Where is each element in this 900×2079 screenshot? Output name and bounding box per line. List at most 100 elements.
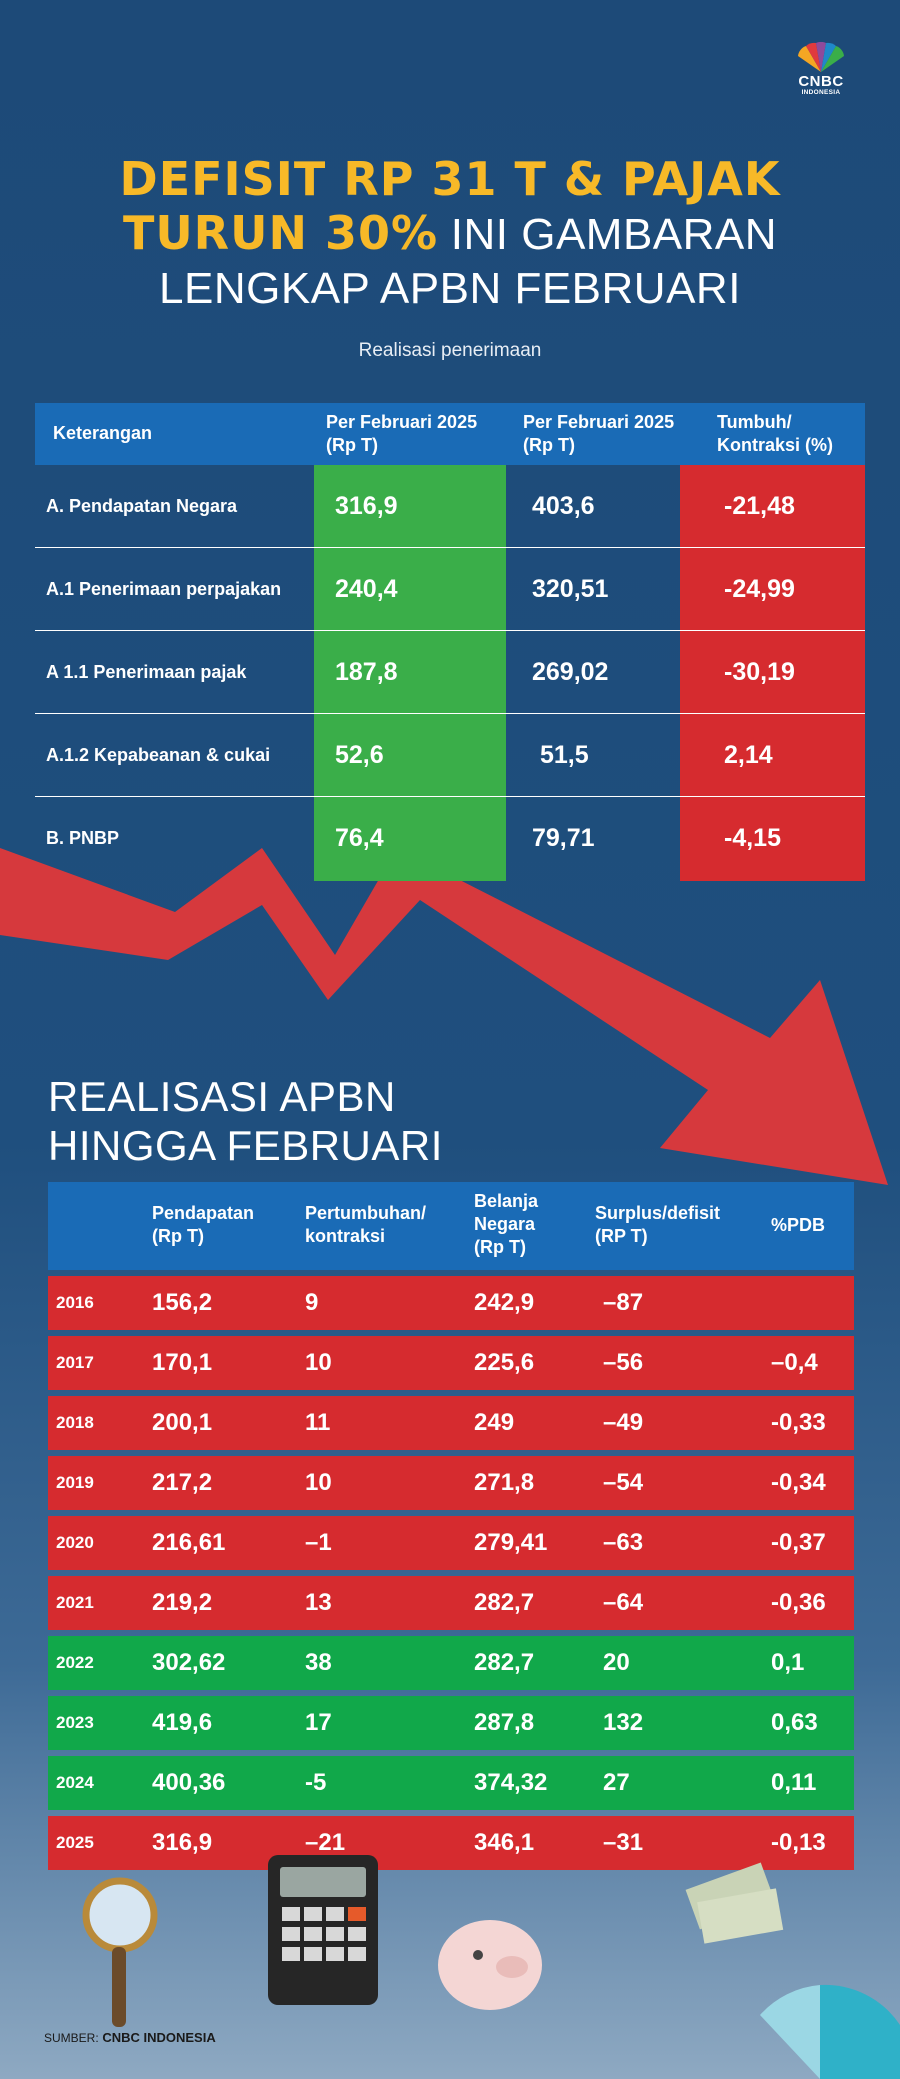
row-label: A.1.2 Kepabeanan & cukai (46, 745, 271, 765)
surplus-value: –49 (603, 1409, 644, 1436)
table-row: 2020 216,61 –1 279,41 –63 -0,37 (48, 1516, 854, 1570)
year-label: 2016 (56, 1293, 94, 1312)
source-label: SUMBER: (44, 2031, 99, 2045)
row-label: A.1 Penerimaan perpajakan (46, 579, 282, 599)
table-row: 2018 200,1 11 249 –49 -0,33 (48, 1396, 854, 1450)
pdb-value: 0,63 (771, 1709, 818, 1736)
apbn-table-body: 2016 156,2 9 242,9 –87 2017 170,1 10 225,6 –56 –0,… (48, 1276, 854, 1870)
belanja-value: 225,6 (474, 1349, 535, 1376)
section-title-line-2: HINGGA FEBRUARI (48, 1122, 443, 1169)
calculator-icon (268, 1855, 378, 2005)
pdb-value: -0,36 (771, 1589, 826, 1616)
belanja-value: 271,8 (474, 1469, 535, 1496)
previous-value: 51,5 (540, 741, 589, 769)
current-column-highlight (314, 465, 506, 881)
surplus-value: –63 (603, 1529, 644, 1556)
year-label: 2021 (56, 1593, 94, 1612)
pertumbuhan-value: 17 (305, 1709, 332, 1736)
pertumbuhan-value: -5 (305, 1769, 327, 1796)
current-value: 316,9 (335, 492, 398, 520)
header-surplus: Surplus/defisit (RP T) (595, 1203, 721, 1246)
pie-chart-icon (760, 1984, 900, 2079)
previous-value: 269,02 (532, 658, 609, 686)
title-highlight: TURUN 30% (122, 206, 439, 260)
apbn-table: Pendapatan (Rp T) Pertumbuhan/ kontraksi… (48, 1182, 854, 1870)
apbn-table-header: Pendapatan (Rp T) Pertumbuhan/ kontraksi… (48, 1182, 854, 1270)
pertumbuhan-value: 13 (305, 1589, 332, 1616)
pertumbuhan-value: 10 (305, 1469, 332, 1496)
source-text: CNBC INDONESIA (102, 2030, 216, 2045)
pertumbuhan-value: 10 (305, 1349, 332, 1376)
surplus-value: –56 (603, 1349, 644, 1376)
pendapatan-value: 217,2 (152, 1469, 213, 1496)
belanja-value: 282,7 (474, 1649, 535, 1676)
pertumbuhan-value: 38 (305, 1649, 332, 1676)
growth-value: -21,48 (724, 492, 795, 520)
year-label: 2024 (56, 1773, 94, 1792)
year-label: 2023 (56, 1713, 94, 1732)
pendapatan-value: 170,1 (152, 1349, 213, 1376)
growth-column-highlight (680, 465, 865, 881)
pdb-value: 0,1 (771, 1649, 805, 1676)
surplus-value: –54 (603, 1469, 644, 1496)
pendapatan-value: 216,61 (152, 1529, 226, 1556)
year-label: 2020 (56, 1533, 94, 1552)
pdb-value: -0,13 (771, 1829, 826, 1856)
section-title-line-1: REALISASI APBN (48, 1073, 396, 1120)
header-belanja: Belanja Negara (Rp T) (474, 1191, 539, 1257)
cash-icon (685, 1862, 784, 1944)
pertumbuhan-value: –21 (305, 1829, 346, 1856)
surplus-value: –64 (603, 1589, 644, 1616)
table-row: 2019 217,2 10 271,8 –54 -0,34 (48, 1456, 854, 1510)
surplus-value: 20 (603, 1649, 630, 1676)
table-row: 2024 400,36 -5 374,32 27 0,11 (48, 1756, 854, 1810)
surplus-value: –31 (603, 1829, 644, 1856)
piggy-bank-icon (438, 1920, 542, 2010)
table-row: 2025 316,9 –21 346,1 –31 -0,13 (48, 1816, 854, 1870)
table-row: 2023 419,6 17 287,8 132 0,63 (48, 1696, 854, 1750)
previous-value: 320,51 (532, 575, 609, 603)
pdb-value: -0,34 (771, 1469, 826, 1496)
cnbc-logo: CNBC INDONESIA (786, 42, 856, 96)
subtitle: Realisasi penerimaan (358, 340, 542, 361)
year-label: 2019 (56, 1473, 94, 1492)
table-row: A.1 Penerimaan perpajakan 240,4 320,51 -… (35, 548, 865, 631)
belanja-value: 287,8 (474, 1709, 535, 1736)
year-label: 2017 (56, 1353, 94, 1372)
belanja-value: 242,9 (474, 1289, 535, 1316)
pendapatan-value: 200,1 (152, 1409, 213, 1436)
previous-value: 79,71 (532, 824, 595, 852)
header-pendapatan: Pendapatan (Rp T) (152, 1203, 255, 1246)
row-label: A 1.1 Penerimaan pajak (46, 662, 247, 682)
peacock-icon (798, 42, 844, 72)
header-pdb: %PDB (771, 1215, 826, 1235)
bottom-decoration (82, 1855, 900, 2079)
table-row: B. PNBP 76,4 79,71 -4,15 (35, 797, 865, 880)
belanja-value: 249 (474, 1409, 515, 1436)
surplus-value: 132 (603, 1709, 644, 1736)
header-pertumbuhan: Pertumbuhan/ kontraksi (305, 1203, 427, 1246)
table-row: 2021 219,2 13 282,7 –64 -0,36 (48, 1576, 854, 1630)
table-row: 2017 170,1 10 225,6 –56 –0,4 (48, 1336, 854, 1390)
table-row: 2016 156,2 9 242,9 –87 (48, 1276, 854, 1330)
growth-value: 2,14 (724, 741, 773, 769)
pdb-value: -0,37 (771, 1529, 826, 1556)
table-row: 2022 302,62 38 282,7 20 0,1 (48, 1636, 854, 1690)
current-value: 187,8 (335, 658, 398, 686)
revenue-table: Keterangan Per Februari 2025 (Rp T) Per … (35, 403, 865, 881)
revenue-table-header: Keterangan Per Februari 2025 (Rp T) Per … (35, 403, 865, 465)
belanja-value: 282,7 (474, 1589, 535, 1616)
pertumbuhan-value: 9 (305, 1289, 319, 1316)
logo-subtext: INDONESIA (801, 89, 841, 96)
growth-value: -30,19 (724, 658, 795, 686)
magnifier-icon (82, 1877, 158, 2027)
pendapatan-value: 302,62 (152, 1649, 226, 1676)
source-credit: SUMBER: CNBC INDONESIA (44, 2030, 216, 2045)
current-value: 240,4 (335, 575, 398, 603)
title-line-2-rest: INI GAMBARAN (438, 210, 778, 259)
year-label: 2022 (56, 1653, 94, 1672)
table-row: A.1.2 Kepabeanan & cukai 52,6 51,5 2,14 (35, 714, 865, 797)
header-current: Per Februari 2025 (Rp T) (326, 412, 478, 455)
pdb-value: -0,33 (771, 1409, 826, 1436)
pendapatan-value: 316,9 (152, 1829, 213, 1856)
